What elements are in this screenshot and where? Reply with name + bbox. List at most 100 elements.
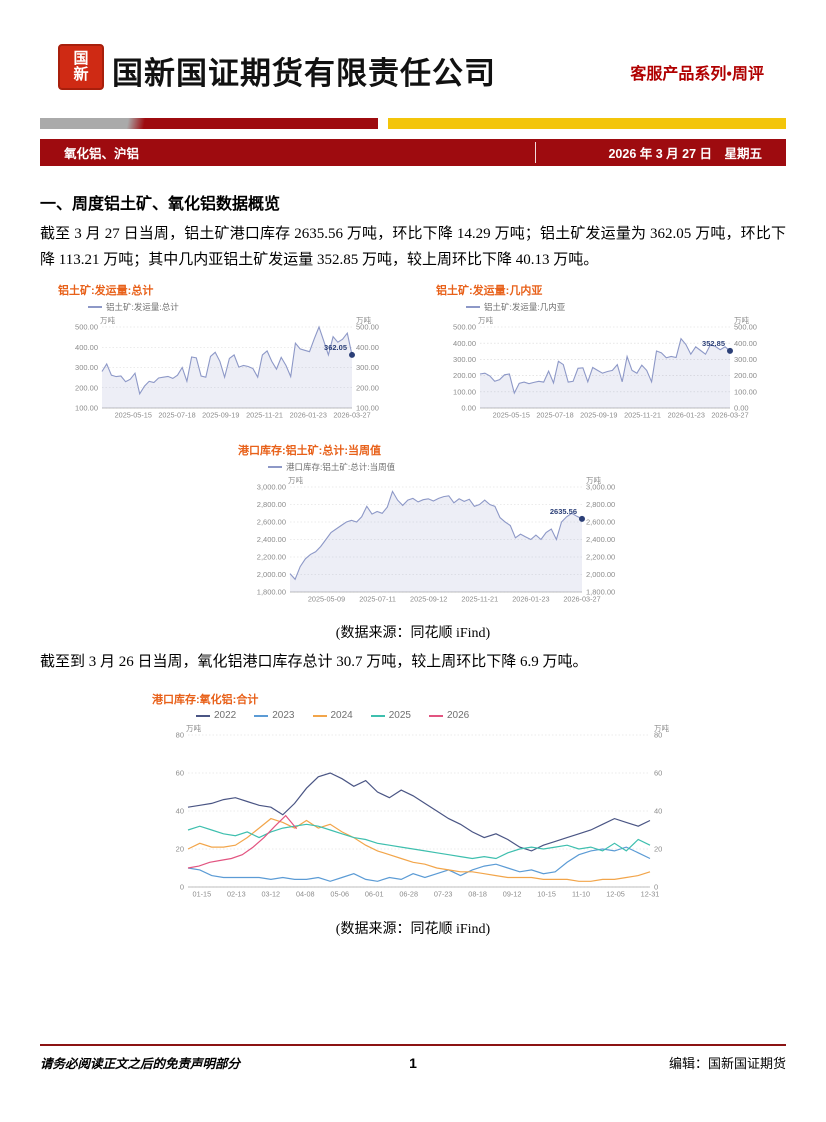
chart-legend: 铝土矿:发运量:总计: [88, 301, 396, 313]
chart-title: 铝土矿:发运量:几内亚: [436, 284, 543, 297]
banner-product-title: 氧化铝、沪铝: [64, 147, 140, 161]
svg-text:11-10: 11-10: [572, 890, 590, 899]
svg-text:60: 60: [176, 769, 184, 778]
svg-text:60: 60: [654, 769, 662, 778]
legend-item-2025: 2025: [370, 710, 411, 721]
svg-text:01-15: 01-15: [193, 890, 212, 899]
divider-bar-yellow: [388, 118, 786, 129]
svg-text:万吨: 万吨: [288, 475, 303, 485]
svg-text:200.00: 200.00: [453, 371, 476, 380]
svg-text:300.00: 300.00: [75, 363, 98, 372]
legend-item-2026: 2026: [429, 710, 469, 721]
data-source-caption: (数据来源：同花顺 iFind): [335, 625, 491, 641]
svg-text:40: 40: [176, 807, 184, 816]
charts-row: 铝土矿:发运量:总计 铝土矿:发运量:总计 100.00 100.00 200.00…: [58, 282, 786, 428]
svg-text:2026-03-27: 2026-03-27: [563, 594, 600, 603]
svg-text:500.00: 500.00: [75, 322, 98, 331]
chart-canvas: 0.00 0.00 100.00 100.00 200.00 200.00 300.00 30…: [453, 315, 757, 420]
svg-text:2,400.00: 2,400.00: [257, 535, 286, 544]
svg-text:3,000.00: 3,000.00: [257, 482, 286, 491]
legend-line-icon: [429, 714, 443, 717]
svg-text:05-06: 05-06: [330, 890, 349, 899]
svg-text:1,800.00: 1,800.00: [586, 587, 615, 596]
legend-line-icon: [466, 306, 480, 309]
svg-text:2025-11-21: 2025-11-21: [624, 410, 661, 419]
title-banner: 氧化铝、沪铝 2026 年 3 月 27 日 星期五: [40, 139, 786, 166]
svg-text:2026-01-23: 2026-01-23: [668, 410, 705, 419]
legend-item-2024: 2024: [312, 710, 353, 721]
legend-line-icon: [254, 714, 269, 717]
chart-canvas: 1,800.00 1,800.00 2,000.00 2,000.00 2,200.00…: [257, 475, 615, 604]
svg-text:500.00: 500.00: [453, 322, 476, 331]
svg-text:2,000.00: 2,000.00: [257, 570, 286, 579]
legend-line-icon: [370, 714, 385, 717]
svg-text:09-12: 09-12: [503, 890, 522, 899]
svg-text:2026-03-27: 2026-03-27: [333, 410, 370, 419]
svg-text:2,600.00: 2,600.00: [586, 517, 615, 526]
chart-title: 铝土矿:发运量:总计: [58, 284, 154, 297]
chart-legend: 2022 2023 2024 2025 2026: [196, 710, 786, 721]
chart-bauxite-shipments-total: 铝土矿:发运量:总计 铝土矿:发运量:总计 100.00 100.00 200.00…: [58, 282, 396, 428]
svg-text:3,000.00: 3,000.00: [586, 482, 615, 491]
svg-text:0.00: 0.00: [461, 403, 476, 412]
svg-text:100.00: 100.00: [356, 403, 379, 412]
svg-text:万吨: 万吨: [100, 315, 115, 325]
svg-text:07-23: 07-23: [434, 890, 453, 899]
company-logo: 国新: [58, 44, 104, 90]
svg-text:2025-05-09: 2025-05-09: [308, 594, 345, 603]
svg-text:万吨: 万吨: [734, 315, 749, 325]
data-source-caption: (数据来源：同花顺 iFind): [335, 922, 491, 938]
svg-text:2,000.00: 2,000.00: [586, 570, 615, 579]
svg-text:2025-07-11: 2025-07-11: [359, 594, 396, 603]
svg-text:400.00: 400.00: [453, 338, 476, 347]
banner-divider: [535, 142, 536, 163]
svg-text:万吨: 万吨: [654, 723, 669, 733]
svg-text:2026-01-23: 2026-01-23: [512, 594, 549, 603]
svg-text:200.00: 200.00: [75, 383, 98, 392]
svg-text:06-01: 06-01: [365, 890, 384, 899]
svg-text:2025-07-18: 2025-07-18: [158, 410, 195, 419]
svg-text:1,800.00: 1,800.00: [257, 587, 286, 596]
svg-text:2025-09-12: 2025-09-12: [410, 594, 447, 603]
legend-item-2023: 2023: [254, 710, 295, 721]
paragraph-alumina-summary: 截至到 3 月 26 日当周，氧化铝港口库存总计 30.7 万吨，较上周环比下降…: [40, 653, 588, 670]
svg-text:2,800.00: 2,800.00: [257, 500, 286, 509]
svg-text:03-12: 03-12: [261, 890, 280, 899]
svg-text:2026-03-27: 2026-03-27: [711, 410, 748, 419]
legend-line-icon: [312, 714, 327, 717]
svg-text:12-31: 12-31: [641, 890, 660, 899]
svg-text:500.00: 500.00: [356, 322, 379, 331]
report-series-label: 客服产品系列•周评: [630, 66, 764, 83]
footer-disclaimer: 请务必阅读正文之后的免责声明部分: [40, 1057, 241, 1071]
divider-bar-red: [40, 118, 378, 129]
svg-text:300.00: 300.00: [734, 355, 757, 364]
chart-legend: 铝土矿:发运量:几内亚: [466, 301, 774, 313]
svg-text:200.00: 200.00: [734, 371, 757, 380]
chart-legend: 港口库存:铝土矿:总计:当周值: [268, 461, 786, 473]
svg-text:2025-11-21: 2025-11-21: [461, 594, 498, 603]
chart-alumina-port-inventory: 港口库存:氧化铝:合计 2022 2023 2024 2025 2026 0 0 20 20 4…: [152, 691, 786, 908]
legend-line-icon: [268, 466, 282, 469]
chart-title: 港口库存:氧化铝:合计: [152, 694, 259, 707]
paragraph-bauxite-summary: 截至 3 月 27 日当周，铝土矿港口库存 2635.56 万吨，环比下降 14…: [40, 226, 786, 268]
svg-text:2,400.00: 2,400.00: [586, 535, 615, 544]
company-logo-icon: 国新: [73, 50, 89, 83]
chart-bauxite-shipments-guinea: 铝土矿:发运量:几内亚 铝土矿:发运量:几内亚 0.00 0.00 100.00 10…: [436, 282, 774, 428]
svg-text:2,800.00: 2,800.00: [586, 500, 615, 509]
svg-text:04-08: 04-08: [296, 890, 315, 899]
svg-text:400.00: 400.00: [75, 342, 98, 351]
svg-text:万吨: 万吨: [186, 723, 201, 733]
svg-text:0: 0: [180, 883, 184, 892]
svg-text:2025-09-19: 2025-09-19: [580, 410, 617, 419]
svg-text:362.05: 362.05: [324, 343, 347, 352]
svg-text:2025-05-15: 2025-05-15: [493, 410, 530, 419]
svg-text:2,200.00: 2,200.00: [257, 552, 286, 561]
chart-title: 港口库存:铝土矿:总计:当周值: [238, 444, 381, 457]
svg-text:02-13: 02-13: [227, 890, 246, 899]
page-footer: 请务必阅读正文之后的免责声明部分 1 编辑：国新国证期货: [40, 1044, 786, 1072]
svg-text:06-28: 06-28: [399, 890, 418, 899]
svg-text:100.00: 100.00: [734, 387, 757, 396]
svg-text:2025-05-15: 2025-05-15: [115, 410, 152, 419]
